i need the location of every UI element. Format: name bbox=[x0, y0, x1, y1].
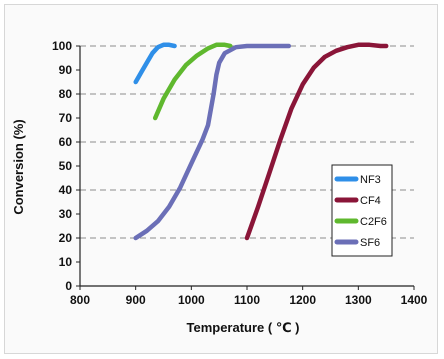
y-tick-label: 30 bbox=[59, 207, 73, 221]
y-tick-labels: 0 10 20 30 40 50 60 70 80 90 100 bbox=[52, 39, 80, 293]
x-tick-labels: 800 900 1000 1100 1200 1300 1400 bbox=[70, 286, 428, 307]
legend-items: NF3 CF4 C2F6 SF6 bbox=[334, 174, 387, 249]
y-tick-label: 0 bbox=[65, 279, 72, 293]
y-tick-label: 50 bbox=[59, 159, 73, 173]
legend-label-sf6: SF6 bbox=[360, 237, 380, 249]
y-tick-label: 70 bbox=[59, 111, 73, 125]
y-tick-label: 100 bbox=[52, 39, 72, 53]
x-tick-label: 1000 bbox=[178, 293, 205, 307]
y-tick-label: 60 bbox=[59, 135, 73, 149]
series-line-cf4 bbox=[244, 42, 389, 241]
y-tick-label: 40 bbox=[59, 183, 73, 197]
x-tick-label: 1300 bbox=[345, 293, 372, 307]
series-line-c2f6 bbox=[152, 42, 233, 121]
y-tick-label: 10 bbox=[59, 255, 73, 269]
x-axis-title: Temperature ( ℃ ) bbox=[186, 320, 299, 335]
y-axis-title: Conversion (%) bbox=[11, 119, 26, 214]
y-tick-label: 90 bbox=[59, 63, 73, 77]
series-line-nf3 bbox=[133, 42, 177, 85]
legend-label-nf3: NF3 bbox=[360, 174, 381, 186]
x-tick-label: 900 bbox=[126, 293, 146, 307]
x-tick-label: 800 bbox=[70, 293, 90, 307]
legend-label-cf4: CF4 bbox=[360, 195, 381, 207]
x-tick-label: 1200 bbox=[289, 293, 316, 307]
y-tick-label: 20 bbox=[59, 231, 73, 245]
legend-label-c2f6: C2F6 bbox=[360, 216, 387, 228]
legend: NF3 CF4 C2F6 SF6 bbox=[331, 164, 393, 257]
y-tick-label: 80 bbox=[59, 87, 73, 101]
series-line-sf6 bbox=[133, 43, 292, 241]
x-tick-label: 1100 bbox=[234, 293, 260, 307]
x-tick-label: 1400 bbox=[401, 293, 428, 307]
series-lines bbox=[133, 42, 389, 241]
